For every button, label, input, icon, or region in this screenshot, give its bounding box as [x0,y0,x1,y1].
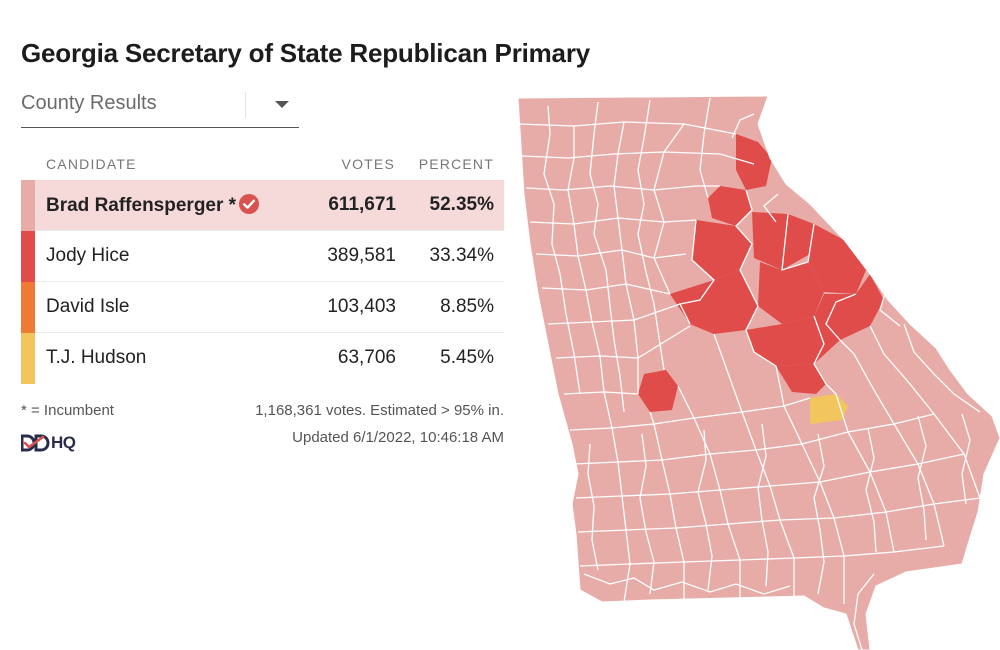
ddhq-logo-mark-icon [21,434,50,452]
candidate-color-swatch [21,231,35,282]
candidate-color-swatch [21,282,35,333]
county-hice[interactable] [746,316,824,366]
candidate-votes: 611,671 [328,194,396,215]
dropdown-divider [245,92,246,118]
updated-timestamp: Updated 6/1/2022, 10:46:18 AM [292,429,504,446]
candidate-votes: 103,403 [327,296,396,317]
candidate-votes: 389,581 [327,245,396,266]
header-candidate: CANDIDATE [46,156,137,172]
county-hice[interactable] [708,186,752,226]
vote-summary: 1,168,361 votes. Estimated > 95% in. [255,402,504,419]
dropdown-selected-value: County Results [21,92,157,114]
candidate-percent: 5.45% [440,347,494,368]
candidate-name: David Isle [46,296,130,317]
county-boundaries [518,97,981,650]
header-votes: VOTES [341,156,395,172]
winner-check-icon [239,194,260,214]
results-view-dropdown[interactable]: County Results [21,88,299,128]
candidate-percent: 52.35% [429,194,494,215]
ddhq-logo-text: HQ [51,433,76,452]
candidate-percent: 33.34% [429,245,494,266]
page-title: Georgia Secretary of State Republican Pr… [21,38,590,68]
county-hice[interactable] [758,262,824,324]
candidate-row-hudson: T.J. Hudson 63,706 5.45% [21,333,504,384]
candidate-color-swatch [21,180,35,231]
candidate-row-isle: David Isle 103,403 8.85% [21,282,504,333]
county-hice[interactable] [808,224,866,294]
results-table-header: CANDIDATE VOTES PERCENT [21,150,504,180]
candidate-name: Jody Hice [46,245,130,266]
candidate-color-swatch [21,333,35,384]
ddhq-logo: HQ [21,432,76,454]
candidate-row-hice: Jody Hice 389,581 33.34% [21,231,504,282]
county-hice[interactable] [752,212,814,270]
header-percent: PERCENT [418,156,494,172]
results-table: CANDIDATE VOTES PERCENT Brad Raffensperg… [21,150,504,384]
county-hice[interactable] [680,300,724,334]
candidate-percent: 8.85% [440,296,494,317]
county-hice[interactable] [692,220,752,280]
candidate-name: T.J. Hudson [46,347,147,368]
state-outline [517,95,1000,650]
county-hice[interactable] [814,302,856,364]
county-hice[interactable] [736,134,772,190]
county-hice[interactable] [638,370,678,412]
chevron-down-icon[interactable] [275,101,289,108]
incumbent-note: * = Incumbent [21,402,114,419]
candidate-row-raffensperger: Brad Raffensperger * 611,671 52.35% [21,180,504,231]
county-hice[interactable] [776,364,826,394]
candidate-name: Brad Raffensperger * [46,194,260,217]
georgia-county-map [517,95,1000,650]
candidate-votes: 63,706 [337,347,396,368]
